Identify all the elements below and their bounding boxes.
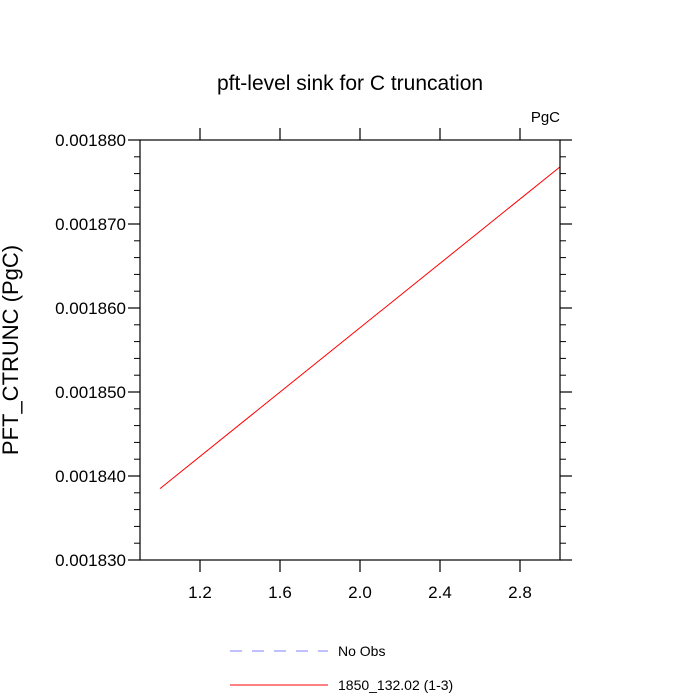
y-tick-label: 0.001860 [55,299,126,318]
x-tick-label: 1.2 [188,583,212,602]
legend-label-no-obs: No Obs [338,643,385,659]
y-tick-label: 0.001870 [55,215,126,234]
axis-ticks: 1.2 1.6 2.0 2.4 2.8 0.001830 0.001840 0.001850 0… [55,128,572,602]
x-tick-label: 2.0 [348,583,372,602]
plot-frame [139,139,561,561]
chart-title: pft-level sink for C truncation [217,72,483,95]
x-tick-label: 2.8 [508,583,532,602]
legend: No Obs 1850_132.02 (1-3) [230,643,453,693]
x-tick-label: 1.6 [268,583,292,602]
series-group [159,166,561,489]
x-tick-label: 2.4 [428,583,452,602]
y-axis-label: PFT_CTRUNC (PgC) [0,245,23,455]
y-tick-label: 0.001840 [55,467,126,486]
y-tick-label: 0.001850 [55,383,126,402]
series-line [159,166,561,489]
y-tick-label: 0.001830 [55,551,126,570]
y-tick-label: 0.001880 [55,131,126,150]
units-label: PgC [531,109,560,126]
legend-label-1850-132-02: 1850_132.02 (1-3) [338,677,453,693]
